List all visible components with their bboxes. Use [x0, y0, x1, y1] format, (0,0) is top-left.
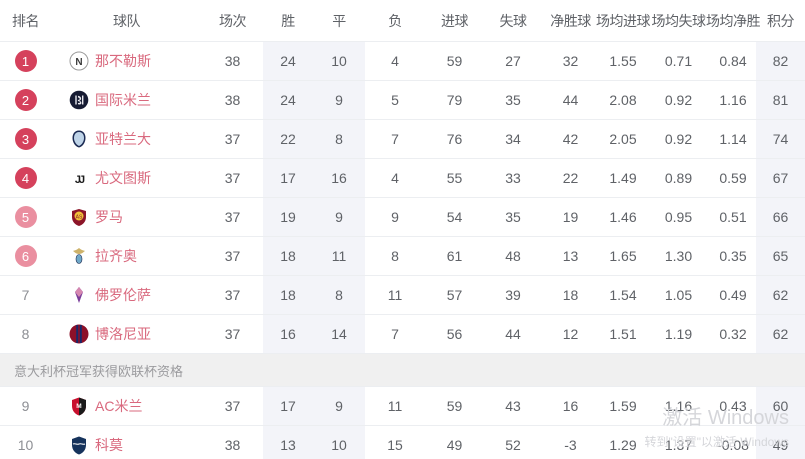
- svg-text:N: N: [75, 57, 82, 68]
- svg-text:M: M: [76, 403, 81, 410]
- svg-text:JJ: JJ: [75, 174, 85, 186]
- svg-text:AS: AS: [76, 215, 83, 221]
